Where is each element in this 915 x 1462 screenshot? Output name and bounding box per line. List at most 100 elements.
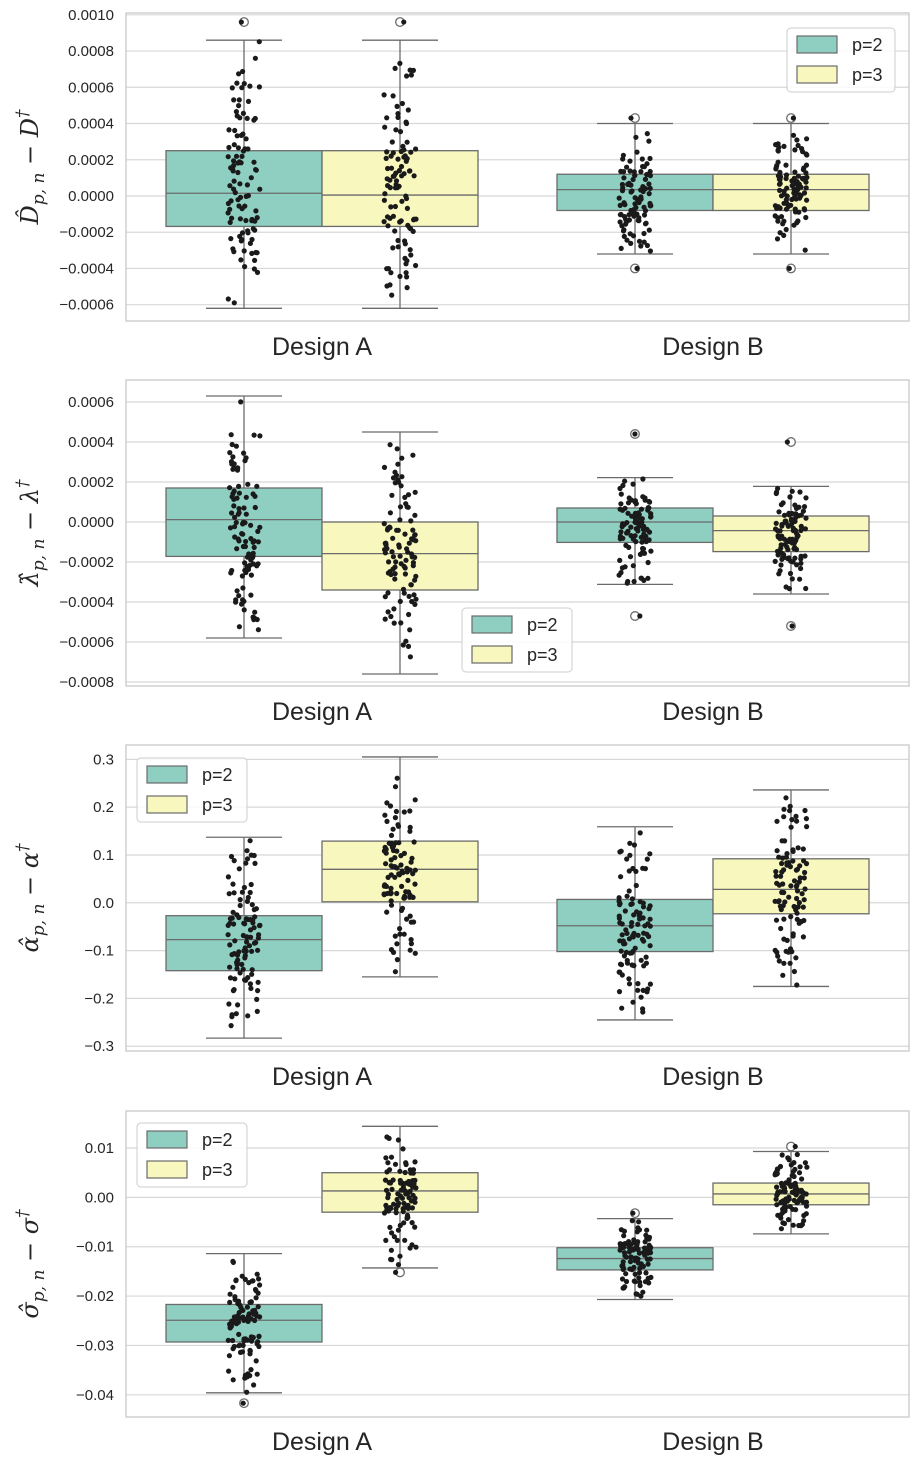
data-point bbox=[408, 582, 414, 588]
data-point bbox=[635, 921, 641, 928]
data-point bbox=[234, 495, 240, 501]
data-point bbox=[794, 137, 800, 143]
data-point bbox=[248, 852, 254, 858]
data-point bbox=[240, 110, 246, 116]
data-point bbox=[239, 531, 245, 537]
data-point bbox=[618, 874, 624, 880]
data-point bbox=[622, 202, 628, 208]
data-point bbox=[243, 494, 249, 500]
data-point bbox=[382, 812, 388, 818]
data-point bbox=[400, 1146, 406, 1152]
data-point bbox=[248, 1367, 254, 1373]
box-p=3-design-b bbox=[712, 113, 870, 274]
data-point bbox=[250, 226, 256, 232]
data-point bbox=[398, 561, 404, 567]
data-point bbox=[625, 510, 631, 516]
data-point bbox=[383, 155, 389, 161]
data-point bbox=[784, 185, 790, 191]
data-point bbox=[233, 599, 239, 605]
data-point bbox=[796, 1222, 802, 1229]
data-point bbox=[249, 971, 255, 977]
data-point bbox=[622, 941, 628, 947]
data-point bbox=[781, 889, 787, 896]
data-point bbox=[644, 1227, 650, 1233]
data-point bbox=[781, 218, 787, 224]
data-point bbox=[244, 898, 250, 905]
data-point bbox=[393, 1206, 399, 1212]
data-point bbox=[247, 889, 253, 896]
x-category-label: Design A bbox=[272, 698, 372, 726]
data-point bbox=[395, 527, 401, 533]
data-point bbox=[638, 243, 644, 249]
data-point bbox=[404, 205, 410, 211]
data-point bbox=[246, 1280, 252, 1286]
data-point bbox=[253, 167, 259, 173]
data-point bbox=[396, 168, 402, 174]
data-point bbox=[237, 1315, 243, 1321]
data-point bbox=[405, 107, 411, 113]
data-point bbox=[232, 524, 238, 530]
data-point bbox=[624, 893, 630, 899]
data-point bbox=[404, 916, 410, 922]
data-point bbox=[405, 643, 412, 650]
data-point bbox=[629, 901, 635, 907]
data-point bbox=[388, 902, 395, 908]
data-point bbox=[234, 588, 240, 594]
data-point bbox=[398, 148, 404, 155]
data-point bbox=[634, 149, 640, 155]
data-point bbox=[632, 1258, 638, 1264]
data-point bbox=[635, 981, 641, 987]
data-point bbox=[621, 227, 627, 233]
data-point bbox=[620, 521, 626, 527]
data-point bbox=[395, 1227, 401, 1233]
data-point bbox=[797, 1164, 803, 1170]
data-point bbox=[232, 127, 238, 134]
data-point bbox=[622, 505, 628, 511]
data-point bbox=[384, 1134, 390, 1140]
data-point bbox=[777, 176, 783, 183]
data-point bbox=[628, 115, 634, 121]
data-point bbox=[788, 914, 794, 920]
data-point bbox=[636, 515, 642, 521]
data-point bbox=[254, 1008, 260, 1015]
data-point bbox=[640, 546, 647, 552]
data-point bbox=[776, 173, 782, 179]
y-tick-label: 0.0000 bbox=[68, 514, 114, 531]
data-point bbox=[640, 987, 646, 994]
data-point bbox=[792, 206, 798, 212]
data-point bbox=[237, 897, 243, 903]
data-point bbox=[230, 1259, 236, 1265]
y-tick-label: −0.0006 bbox=[59, 297, 114, 314]
data-point bbox=[777, 230, 783, 236]
data-point bbox=[388, 898, 394, 904]
data-point bbox=[241, 248, 247, 254]
data-point bbox=[394, 1237, 400, 1243]
data-point bbox=[409, 1220, 415, 1226]
data-point bbox=[793, 883, 800, 890]
data-point bbox=[626, 976, 632, 982]
data-point bbox=[256, 1333, 262, 1339]
data-point bbox=[781, 960, 787, 966]
data-point bbox=[252, 860, 258, 867]
y-tick-label: −0.1 bbox=[84, 943, 114, 960]
data-point bbox=[400, 642, 406, 648]
data-point bbox=[637, 916, 643, 922]
data-point bbox=[243, 538, 249, 545]
data-point bbox=[645, 575, 651, 581]
data-point bbox=[793, 813, 799, 820]
data-point bbox=[794, 916, 800, 923]
data-point bbox=[778, 193, 785, 199]
box-body bbox=[321, 521, 479, 591]
data-point bbox=[792, 147, 798, 153]
data-point bbox=[230, 881, 236, 887]
data-point bbox=[646, 498, 652, 505]
data-point bbox=[394, 103, 400, 109]
data-point bbox=[647, 851, 653, 857]
data-point bbox=[777, 205, 783, 211]
data-point bbox=[625, 578, 631, 585]
data-point bbox=[631, 842, 638, 848]
data-point bbox=[775, 159, 781, 165]
data-point bbox=[631, 578, 637, 585]
data-point bbox=[787, 570, 794, 577]
data-point bbox=[250, 553, 256, 559]
